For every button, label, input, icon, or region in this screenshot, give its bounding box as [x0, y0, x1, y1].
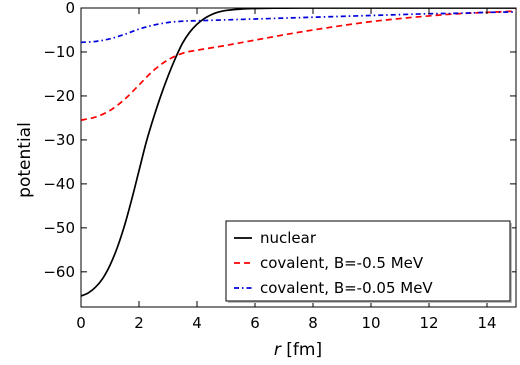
y-tick-label: 0 — [65, 0, 75, 17]
y-tick-label: −30 — [43, 131, 75, 149]
x-tick-label: 10 — [361, 314, 380, 332]
x-tick-label: 6 — [250, 314, 260, 332]
series-line-1 — [81, 10, 516, 121]
legend: nuclear covalent, B=-0.5 MeV covalent, B=-… — [225, 220, 512, 303]
plot-area: 0 2 4 6 8 10 12 14 0 −10 −20 −30 −40 −50 −60 — [43, 0, 517, 332]
legend-label: nuclear — [260, 229, 317, 247]
legend-label: covalent, B=-0.05 MeV — [260, 279, 433, 297]
legend-box — [225, 220, 511, 302]
legend-label: covalent, B=-0.5 MeV — [260, 254, 424, 272]
x-axis-label: r [fm] — [274, 340, 322, 360]
x-tick-label: 14 — [477, 314, 496, 332]
y-axis-label: potential — [15, 122, 35, 198]
x-tick-label: 4 — [192, 314, 202, 332]
x-axis-unit: [fm] — [281, 340, 322, 360]
x-tick-label: 2 — [134, 314, 144, 332]
x-tick-label: 8 — [308, 314, 318, 332]
y-tick-label: −20 — [43, 87, 75, 105]
x-axis-variable: r — [274, 340, 282, 360]
y-tick-label: −10 — [43, 43, 75, 61]
y-tick-label: −40 — [43, 175, 75, 193]
y-tick-label: −60 — [43, 263, 75, 281]
x-tick-label: 12 — [419, 314, 438, 332]
series-line-0 — [81, 8, 516, 297]
y-tick-label: −50 — [43, 219, 75, 237]
x-tick-label: 0 — [76, 314, 86, 332]
series-line-2 — [81, 11, 516, 44]
